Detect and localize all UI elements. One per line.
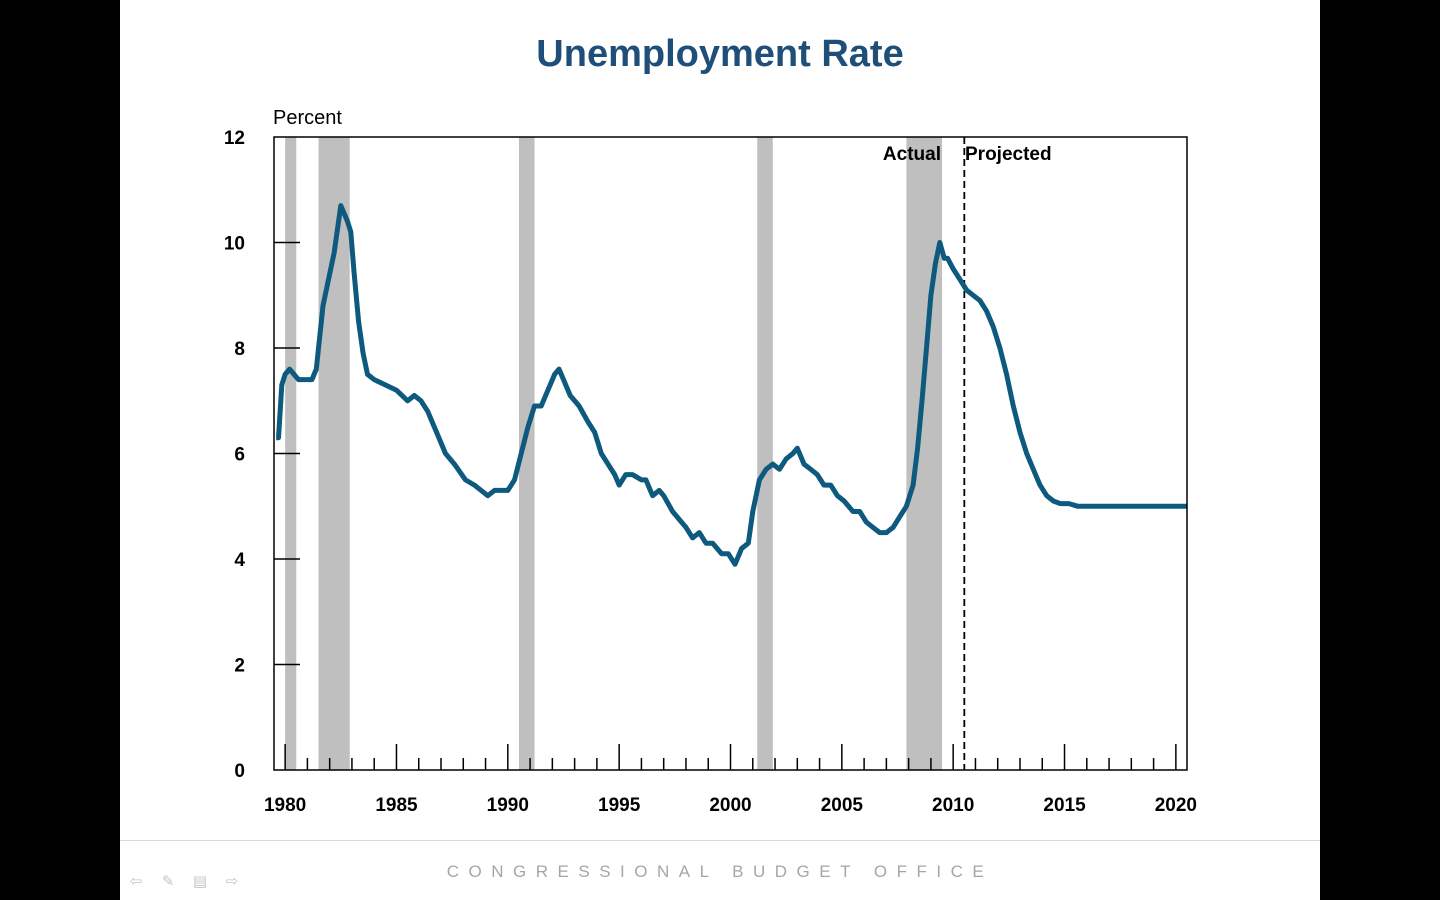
tick-labels: 0 2 4 6 8 10 12 1980 1985 1990 1995 2000 2005 2010 201…: [224, 128, 1197, 816]
recession-band: [906, 137, 943, 770]
y-tick-label: 2: [234, 656, 245, 677]
x-tick-label: 1995: [598, 795, 641, 816]
x-tick-label: 2005: [821, 795, 864, 816]
x-tick-label: 2020: [1155, 795, 1197, 816]
recession-band: [318, 137, 350, 770]
menu-icon[interactable]: ▤: [192, 872, 208, 890]
actual-annotation: Actual: [883, 144, 941, 165]
x-tick-label: 1985: [375, 795, 418, 816]
plot-frame: [273, 136, 1188, 771]
series-layer: [276, 203, 1187, 567]
axis-ticks: [274, 241, 1177, 770]
y-tick-label: 6: [234, 445, 245, 466]
y-axis-label: Percent: [273, 107, 342, 129]
slideshow-controls: ⇦ ✎ ▤ ⇨: [126, 870, 242, 892]
recession-band: [518, 137, 535, 770]
pen-icon[interactable]: ✎: [161, 872, 175, 890]
forward-arrow-icon[interactable]: ⇨: [225, 872, 239, 890]
unemployment-rate-series: [276, 203, 1187, 567]
y-tick-label: 4: [234, 550, 245, 571]
back-arrow-icon[interactable]: ⇦: [129, 872, 143, 890]
projected-annotation: Projected: [965, 144, 1052, 165]
y-tick-label: 10: [224, 234, 245, 255]
unemployment-chart: Unemployment Rate Percent 0 2 4 6 8 10 12 1980 1…: [224, 33, 1197, 816]
x-tick-label: 1980: [264, 795, 306, 816]
footer-divider: [120, 840, 1320, 841]
y-tick-label: 12: [224, 128, 245, 149]
y-tick-label: 8: [234, 339, 245, 360]
footer-organization: CONGRESSIONAL BUDGET OFFICE: [446, 862, 994, 881]
recession-band: [757, 137, 773, 770]
y-tick-label: 0: [234, 761, 245, 782]
chart-title: Unemployment Rate: [536, 33, 903, 75]
x-tick-label: 2015: [1043, 795, 1086, 816]
recession-bands: [285, 137, 943, 770]
x-tick-label: 2010: [932, 795, 974, 816]
x-tick-label: 2000: [709, 795, 751, 816]
x-tick-label: 1990: [487, 795, 529, 816]
slide: Unemployment Rate Percent 0 2 4 6 8 10 12 1980 1…: [120, 0, 1320, 900]
